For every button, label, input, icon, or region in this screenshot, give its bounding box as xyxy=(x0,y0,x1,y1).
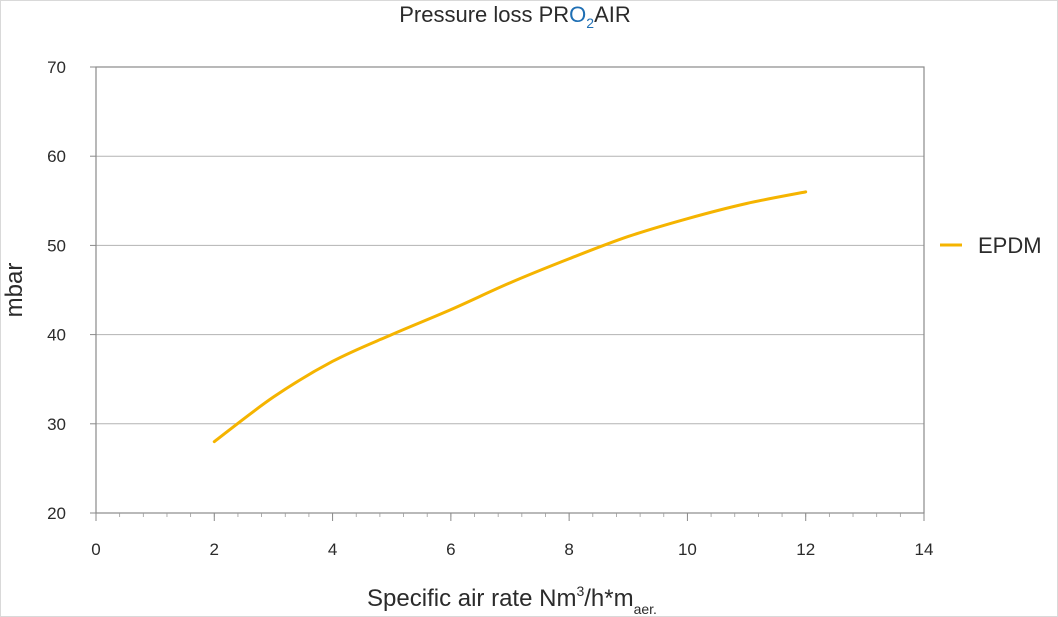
y-axis-label: mbar xyxy=(1,263,28,318)
x-tick-label-8: 8 xyxy=(564,540,573,559)
chart-title: Pressure loss PRO2AIR xyxy=(0,2,1030,31)
x-axis-label-mid: /h*m xyxy=(584,585,633,612)
plot-area-border xyxy=(95,66,925,514)
x-axis-label-sub: aer. xyxy=(634,601,657,617)
x-tick-label-6: 6 xyxy=(446,540,455,559)
y-tick-label-60: 60 xyxy=(47,147,66,166)
grid-lines xyxy=(96,155,924,425)
brand-subscript: 2 xyxy=(586,15,595,31)
x-axis-label-main: Specific air rate Nm xyxy=(367,585,576,612)
brand-pr: PR xyxy=(538,2,570,27)
x-tick-labels: 0 2 4 6 8 10 12 14 xyxy=(91,513,933,559)
x-tick-label-14: 14 xyxy=(915,540,934,559)
y-tick-label-20: 20 xyxy=(47,504,66,523)
title-prefix: Pressure loss xyxy=(399,2,539,27)
x-axis-label-sup: 3 xyxy=(576,583,584,599)
brand-o: O xyxy=(569,2,587,27)
x-tick-label-12: 12 xyxy=(796,540,815,559)
legend-label-epdm: EPDM xyxy=(978,233,1042,258)
y-tick-label-50: 50 xyxy=(47,236,66,255)
y-tick-label-40: 40 xyxy=(47,326,66,345)
x-tick-label-10: 10 xyxy=(678,540,697,559)
series-line-epdm xyxy=(212,190,808,444)
brand-name: PRO2AIR xyxy=(538,2,631,31)
x-axis-label: Specific air rate Nm3/h*maer. xyxy=(367,583,657,617)
x-tick-label-0: 0 xyxy=(91,540,100,559)
x-tick-label-2: 2 xyxy=(210,540,219,559)
brand-air: AIR xyxy=(594,2,631,27)
y-tick-labels: 20 30 40 50 60 70 xyxy=(47,58,96,523)
x-tick-label-4: 4 xyxy=(328,540,337,559)
legend: EPDM xyxy=(940,233,1042,258)
y-tick-label-30: 30 xyxy=(47,415,66,434)
y-tick-label-70: 70 xyxy=(47,58,66,77)
